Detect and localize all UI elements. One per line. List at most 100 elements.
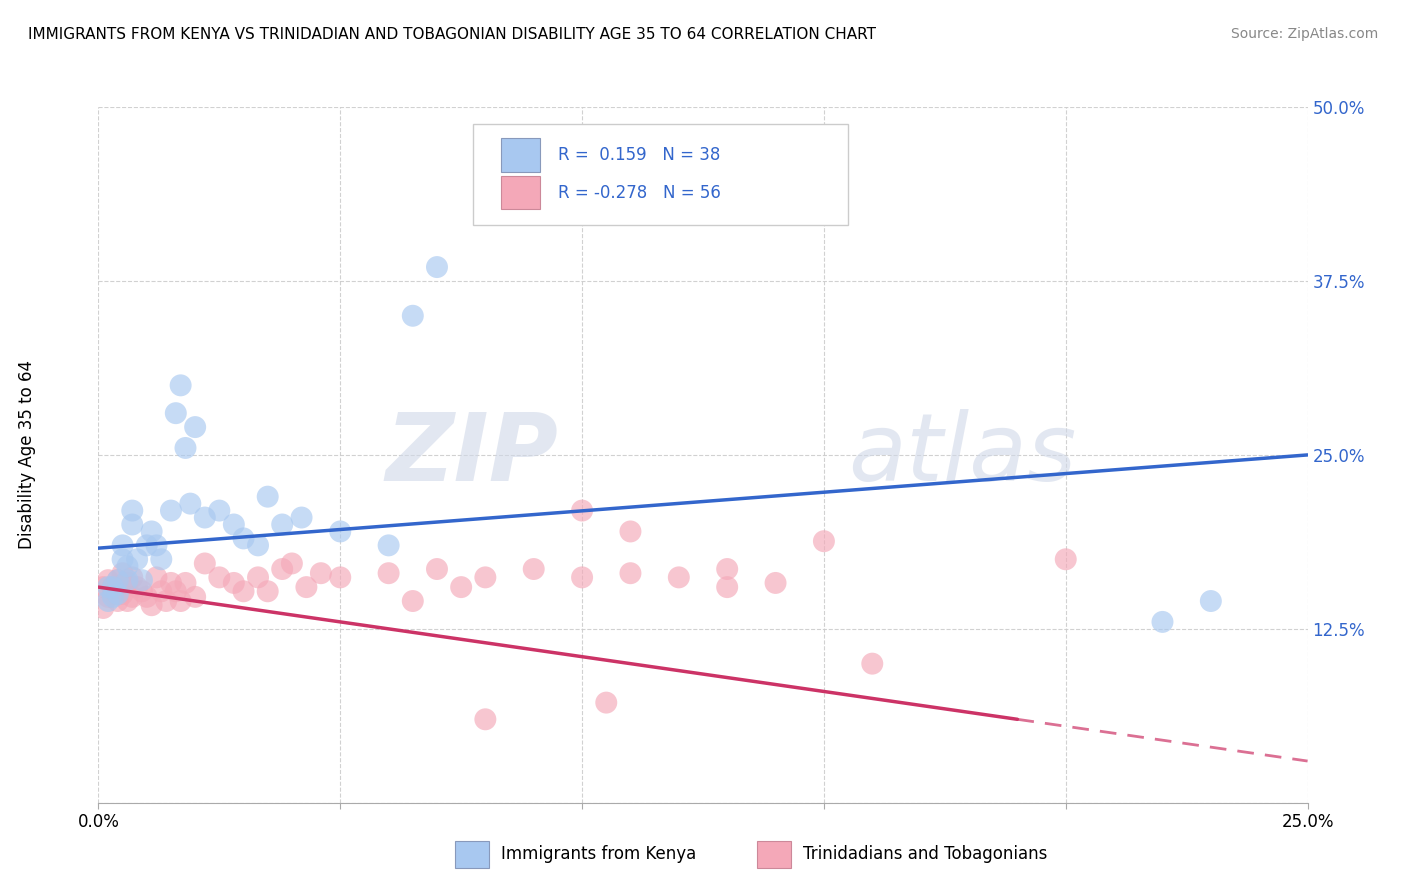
Point <box>127 552 149 566</box>
Point <box>271 517 294 532</box>
Point <box>256 490 278 504</box>
Point <box>179 497 201 511</box>
Point <box>107 594 129 608</box>
Text: Source: ZipAtlas.com: Source: ZipAtlas.com <box>1230 27 1378 41</box>
Point <box>131 584 153 599</box>
Point <box>160 503 183 517</box>
Point <box>117 594 139 608</box>
Point <box>571 570 593 584</box>
Point <box>295 580 318 594</box>
Point <box>571 503 593 517</box>
Point <box>97 573 120 587</box>
Point <box>1152 615 1174 629</box>
Bar <box>456 841 489 868</box>
Bar <box>501 138 540 172</box>
Point <box>222 517 245 532</box>
Point <box>135 590 157 604</box>
Point <box>97 580 120 594</box>
Point <box>765 576 787 591</box>
Point <box>595 696 617 710</box>
Point <box>107 573 129 587</box>
Point <box>523 562 546 576</box>
Y-axis label: Disability Age 35 to 64: Disability Age 35 to 64 <box>18 360 37 549</box>
Text: ZIP: ZIP <box>385 409 558 501</box>
Point <box>174 441 197 455</box>
Point <box>145 570 167 584</box>
Point <box>117 573 139 587</box>
Point <box>160 576 183 591</box>
Point <box>131 573 153 587</box>
Point <box>107 587 129 601</box>
Point <box>1199 594 1222 608</box>
Point <box>141 524 163 539</box>
Point <box>281 557 304 571</box>
Point <box>169 594 191 608</box>
Text: atlas: atlas <box>848 409 1077 500</box>
Point <box>232 532 254 546</box>
Point <box>247 570 270 584</box>
Point <box>145 538 167 552</box>
Point <box>860 657 883 671</box>
Point <box>97 590 120 604</box>
Point <box>111 552 134 566</box>
FancyBboxPatch shape <box>474 124 848 226</box>
Point <box>111 538 134 552</box>
Bar <box>501 176 540 210</box>
Point <box>309 566 332 581</box>
Point <box>329 570 352 584</box>
Point <box>450 580 472 594</box>
Point <box>1054 552 1077 566</box>
Point <box>377 538 399 552</box>
Point <box>184 590 207 604</box>
Point <box>150 584 173 599</box>
Point <box>194 557 217 571</box>
Point <box>127 580 149 594</box>
Point <box>111 566 134 581</box>
Point <box>619 524 641 539</box>
Text: IMMIGRANTS FROM KENYA VS TRINIDADIAN AND TOBAGONIAN DISABILITY AGE 35 TO 64 CORR: IMMIGRANTS FROM KENYA VS TRINIDADIAN AND… <box>28 27 876 42</box>
Point <box>329 524 352 539</box>
Point <box>402 594 425 608</box>
Point <box>208 570 231 584</box>
Point <box>619 566 641 581</box>
Point <box>101 587 124 601</box>
Point <box>426 562 449 576</box>
Point <box>165 406 187 420</box>
Point <box>813 534 835 549</box>
Bar <box>758 841 792 868</box>
Point <box>101 580 124 594</box>
Text: R = -0.278   N = 56: R = -0.278 N = 56 <box>558 184 721 202</box>
Point <box>290 510 312 524</box>
Point <box>121 570 143 584</box>
Text: R =  0.159   N = 38: R = 0.159 N = 38 <box>558 146 720 164</box>
Point <box>121 590 143 604</box>
Point <box>716 562 738 576</box>
Point <box>271 562 294 576</box>
Point <box>141 598 163 612</box>
Point <box>121 503 143 517</box>
Point <box>101 590 124 604</box>
Point <box>247 538 270 552</box>
Point <box>97 594 120 608</box>
Text: Trinidadians and Tobagonians: Trinidadians and Tobagonians <box>803 846 1047 863</box>
Point <box>174 576 197 591</box>
Point <box>111 587 134 601</box>
Point <box>91 580 114 594</box>
Point <box>121 517 143 532</box>
Point <box>169 378 191 392</box>
Point <box>101 580 124 594</box>
Point <box>150 552 173 566</box>
Point <box>117 559 139 574</box>
Point <box>117 576 139 591</box>
Point <box>194 510 217 524</box>
Point <box>135 538 157 552</box>
Point <box>222 576 245 591</box>
Point <box>208 503 231 517</box>
Point <box>474 712 496 726</box>
Point <box>426 260 449 274</box>
Point <box>232 584 254 599</box>
Point <box>402 309 425 323</box>
Point <box>474 570 496 584</box>
Point <box>668 570 690 584</box>
Point <box>91 601 114 615</box>
